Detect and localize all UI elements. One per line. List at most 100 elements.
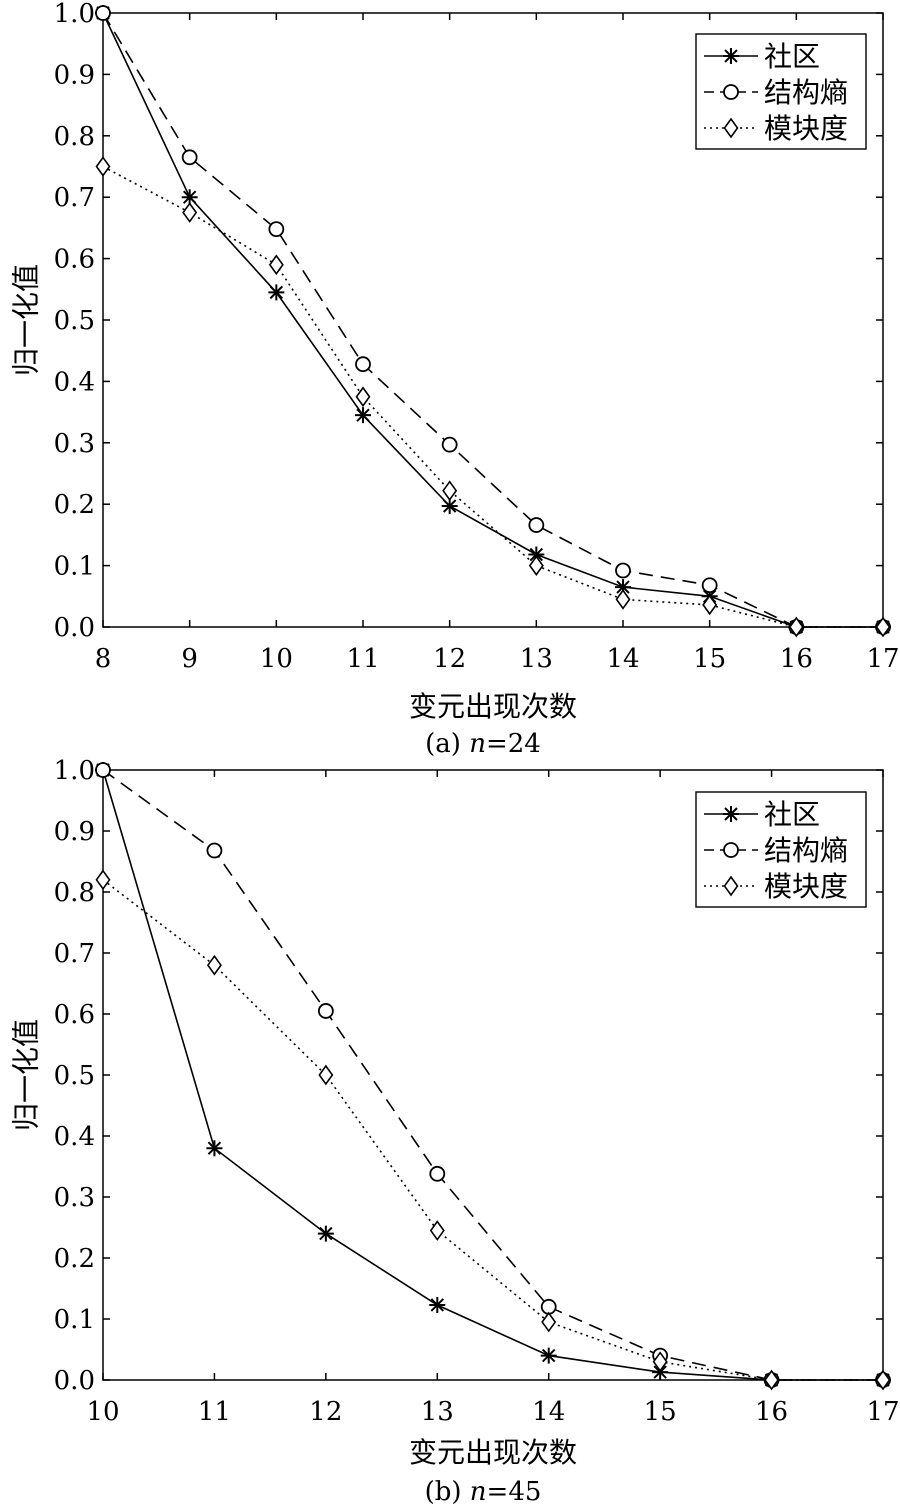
- series-modularity: [95, 869, 891, 1391]
- data-point-circle: [268, 221, 285, 238]
- data-point-diamond: [95, 156, 111, 177]
- y-tick-label: 0.8: [54, 878, 95, 908]
- x-tick-label: 11: [346, 644, 379, 674]
- data-point-star: [652, 1364, 669, 1381]
- data-point-star: [528, 546, 545, 563]
- data-point-circle: [441, 436, 458, 453]
- x-tick-label: 8: [95, 644, 112, 674]
- data-point-circle: [355, 356, 371, 373]
- series-line: [102, 165, 883, 628]
- legend-box: [695, 791, 867, 908]
- x-tick-label: 15: [693, 644, 726, 674]
- x-tick-label: 9: [181, 644, 198, 674]
- legend-label: 结构熵: [764, 834, 848, 867]
- data-point-diamond: [788, 616, 804, 638]
- y-tick-label: 0.8: [54, 122, 95, 152]
- x-tick-label: 10: [260, 644, 293, 674]
- y-tick-label: 0.6: [54, 1000, 95, 1030]
- x-tick-label: 16: [780, 644, 813, 674]
- legend-marker-diamond: [723, 875, 739, 897]
- y-tick-label: 0.9: [54, 817, 95, 847]
- y-tick-label: 0.5: [54, 306, 95, 336]
- chart-caption: (b) n=45: [425, 1477, 542, 1507]
- y-tick-label: 0.0: [54, 1366, 95, 1396]
- x-tick-label: 17: [866, 1397, 899, 1427]
- y-tick-label: 0.3: [54, 1183, 95, 1213]
- data-point-circle: [528, 517, 545, 533]
- legend-label: 社区: [764, 40, 820, 73]
- data-point-diamond: [355, 386, 371, 408]
- x-tick-label: 17: [866, 644, 899, 674]
- data-point-diamond: [429, 1220, 445, 1241]
- data-point-star: [441, 498, 458, 515]
- y-tick-label: 0.0: [54, 613, 95, 643]
- y-tick-label: 0.2: [54, 1244, 95, 1274]
- x-axis-label: 变元出现次数: [409, 1436, 577, 1469]
- data-point-circle: [181, 149, 198, 166]
- data-point-circle: [701, 577, 718, 594]
- y-tick-label: 0.6: [54, 245, 95, 275]
- y-tick-label: 0.1: [54, 552, 95, 582]
- chart-b: 0.0 0.1 0.2 0.3 0.4 0.5 0.6 0.7 0.8 0.9 1.0 10 11 12 1…: [10, 756, 900, 1507]
- data-point-diamond: [318, 1064, 334, 1086]
- data-point-diamond: [206, 954, 222, 976]
- y-tick-label: 1.0: [54, 0, 95, 29]
- x-tick-label: 15: [644, 1397, 677, 1427]
- y-tick-label: 1.0: [54, 756, 95, 786]
- y-axis-label: 归一化值: [10, 264, 43, 376]
- legend-label: 社区: [764, 798, 820, 831]
- data-point-diamond: [875, 1369, 891, 1391]
- legend-label: 模块度: [764, 870, 848, 903]
- data-point-circle: [95, 5, 111, 21]
- data-point-circle: [317, 1003, 334, 1019]
- data-point-diamond: [875, 616, 891, 638]
- data-point-diamond: [652, 1351, 668, 1373]
- series-line: [102, 879, 883, 1381]
- x-tick-label: 16: [755, 1397, 788, 1427]
- data-point-star: [317, 1225, 334, 1242]
- y-tick-label: 0.1: [54, 1305, 95, 1335]
- data-point-star: [540, 1347, 557, 1364]
- x-tick-label: 14: [532, 1397, 565, 1427]
- legend-marker-circle: [723, 842, 739, 858]
- series-line: [102, 12, 883, 628]
- x-tick-label: 10: [86, 1397, 119, 1427]
- y-tick-label: 0.4: [54, 367, 95, 397]
- data-point-circle: [429, 1165, 446, 1182]
- data-point-diamond: [702, 594, 718, 616]
- series-line: [102, 12, 883, 628]
- data-point-star: [615, 579, 631, 596]
- data-point-diamond: [182, 202, 198, 223]
- y-tick-label: 0.7: [54, 939, 95, 969]
- data-point-star: [206, 1140, 223, 1157]
- data-point-diamond: [442, 480, 458, 502]
- chart-a: 0.0 0.1 0.2 0.3 0.4 0.5 0.6 0.7 0.8 0.9 1.0 8 9 10 11 1…: [10, 0, 900, 759]
- legend-label: 结构熵: [764, 76, 848, 109]
- x-axis-label: 变元出现次数: [409, 690, 577, 723]
- x-tick-label: 13: [421, 1397, 454, 1427]
- legend-marker-star: [723, 48, 739, 64]
- data-point-star: [268, 284, 285, 301]
- data-point-star: [355, 407, 371, 424]
- data-point-diamond: [615, 589, 631, 610]
- y-axis-label: 归一化值: [10, 1019, 43, 1131]
- legend-marker-circle: [723, 84, 739, 100]
- legend-marker-star: [723, 806, 739, 822]
- x-tick-label: 11: [198, 1397, 231, 1427]
- data-point-diamond: [268, 254, 284, 276]
- x-tick-label: 12: [433, 644, 466, 674]
- y-tick-label: 0.2: [54, 490, 95, 520]
- y-tick-label: 0.5: [54, 1061, 95, 1091]
- legend-marker-diamond: [723, 117, 739, 139]
- y-tick-label: 0.7: [54, 183, 95, 213]
- data-point-diamond: [95, 869, 111, 891]
- data-point-diamond: [541, 1311, 557, 1333]
- data-point-star: [181, 189, 198, 206]
- series-line: [102, 769, 883, 1381]
- data-point-diamond: [528, 555, 544, 576]
- data-point-circle: [95, 762, 111, 778]
- data-point-circle: [206, 842, 223, 859]
